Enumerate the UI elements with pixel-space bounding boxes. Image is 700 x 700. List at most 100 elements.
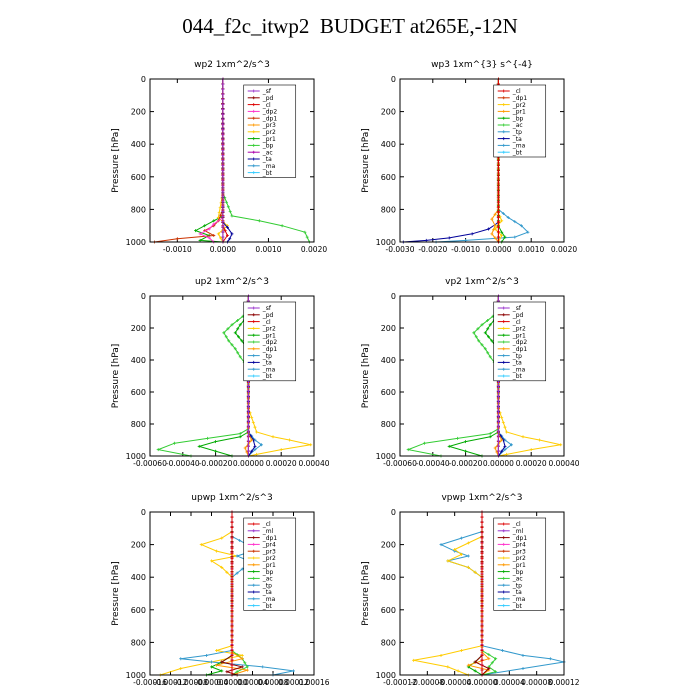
panel-title: upwp 1xm^2/s^3 <box>191 493 272 503</box>
legend-marker <box>502 604 506 608</box>
legend-marker <box>252 590 256 594</box>
panel-title: wp3 1xm^{3} s^{-4} <box>431 60 533 70</box>
chart-panel-1: wp2 1xm^2/s^3 Pressure [hPa] 0 200 400 600 800… <box>111 60 327 254</box>
y-tick-label: 400 <box>381 356 396 365</box>
legend-marker <box>252 326 256 330</box>
legend-marker <box>252 137 256 141</box>
legend-marker <box>502 143 506 147</box>
legend-marker <box>252 563 256 567</box>
legend-marker <box>252 333 256 337</box>
y-axis-label: Pressure [hPa] <box>361 128 371 193</box>
chart-panel-2: wp3 1xm^{3} s^{-4} Pressure [hPa] 0 200 400 6… <box>361 60 577 254</box>
y-tick-label: 400 <box>381 573 396 582</box>
plot-frame <box>399 295 565 457</box>
legend-label: _pr1 <box>512 109 526 116</box>
legend-marker <box>502 354 506 358</box>
x-tick-label: -0.00008 <box>410 678 444 687</box>
series-line <box>156 296 249 457</box>
legend-marker <box>252 549 256 553</box>
x-tick-label: 0.0010 <box>255 245 281 254</box>
legend-label: _bt <box>262 373 273 380</box>
legend-label: _bp <box>262 143 274 150</box>
y-tick-label: 800 <box>131 420 146 429</box>
legend-label: _dp1 <box>512 95 528 102</box>
legend-marker <box>252 103 256 107</box>
y-tick-label: 400 <box>131 356 146 365</box>
panel-title: vpwp 1xm^2/s^3 <box>441 493 522 503</box>
legend-marker <box>502 103 506 107</box>
legend-marker <box>252 347 256 351</box>
y-tick-label: 800 <box>131 638 146 647</box>
y-tick-label: 600 <box>131 606 146 615</box>
legend-label: _tp <box>262 582 272 589</box>
y-tick-label: 200 <box>131 541 146 550</box>
legend-label: _ma <box>512 366 526 373</box>
x-tick-label: -0.00004 <box>195 678 229 687</box>
legend-marker <box>252 529 256 533</box>
legend-marker <box>502 347 506 351</box>
x-tick-label: 0.00000 <box>466 678 497 687</box>
legend-label: _tp <box>512 353 522 360</box>
legend-label: _cl <box>512 521 521 528</box>
legend-marker <box>502 150 506 154</box>
series-markers <box>406 294 500 458</box>
legend-label: _pd <box>262 312 274 319</box>
legend-label: _pr2 <box>262 555 276 562</box>
x-tick-label: -0.00012 <box>154 678 188 687</box>
legend-marker <box>252 164 256 168</box>
x-tick-label: -0.00012 <box>383 678 417 687</box>
legend-marker <box>502 556 506 560</box>
series-markers <box>153 77 225 244</box>
legend-marker <box>252 123 256 127</box>
legend-marker <box>502 583 506 587</box>
legend-label: _bt <box>262 603 273 610</box>
legend-marker <box>252 354 256 358</box>
legend-label: _pd <box>262 95 274 102</box>
legend-marker <box>502 89 506 93</box>
chart-panel-6: vpwp 1xm^2/s^3 Pressure [hPa] 0 200 400 600 80… <box>361 493 580 687</box>
y-tick-label: 200 <box>381 324 396 333</box>
y-tick-label: 400 <box>131 573 146 582</box>
legend-label: _sf <box>512 305 522 312</box>
panel-title: up2 1xm^2/s^3 <box>195 277 269 287</box>
legend-label: _dp1 <box>512 535 528 542</box>
legend-marker <box>502 333 506 337</box>
legend-label: _pr2 <box>512 326 526 333</box>
legend-label: _bp <box>512 115 524 122</box>
x-tick-label: 0.00000 <box>216 678 247 687</box>
y-axis-label: Pressure [hPa] <box>361 561 371 626</box>
x-tick-label: 0.00008 <box>521 678 552 687</box>
y-tick-label: 600 <box>381 173 396 182</box>
series-line <box>447 296 499 457</box>
legend-label: _pr3 <box>262 122 276 129</box>
legend-label: _pd <box>512 312 524 319</box>
series-line <box>466 512 490 676</box>
legend-label: _sf <box>262 305 272 312</box>
legend-label: _bt <box>262 170 273 177</box>
legend-label: _ma <box>512 596 526 603</box>
legend-marker <box>502 306 506 310</box>
legend-label: _ac <box>512 576 523 583</box>
legend-label: _ac <box>512 122 523 129</box>
series-line <box>154 79 224 243</box>
legend-marker <box>252 116 256 120</box>
y-tick-label: 1000 <box>126 238 146 247</box>
legend-marker <box>502 536 506 540</box>
legend-marker <box>502 570 506 574</box>
legend-label: _bt <box>512 149 523 156</box>
series-line <box>436 79 529 243</box>
legend-label: _pr4 <box>512 542 526 549</box>
series-markers <box>156 294 250 458</box>
legend-label: _pr2 <box>512 102 526 109</box>
legend-marker <box>502 130 506 134</box>
legend-marker <box>252 96 256 100</box>
x-tick-label: 0.00000 <box>233 459 264 468</box>
x-tick-label: -0.0020 <box>418 245 447 254</box>
legend-label: _bp <box>262 569 274 576</box>
y-tick-label: 200 <box>131 108 146 117</box>
legend-marker <box>252 89 256 93</box>
legend-marker <box>252 109 256 113</box>
legend-marker <box>252 171 256 175</box>
legend-marker <box>502 109 506 113</box>
x-tick-label: 0.00020 <box>516 459 547 468</box>
